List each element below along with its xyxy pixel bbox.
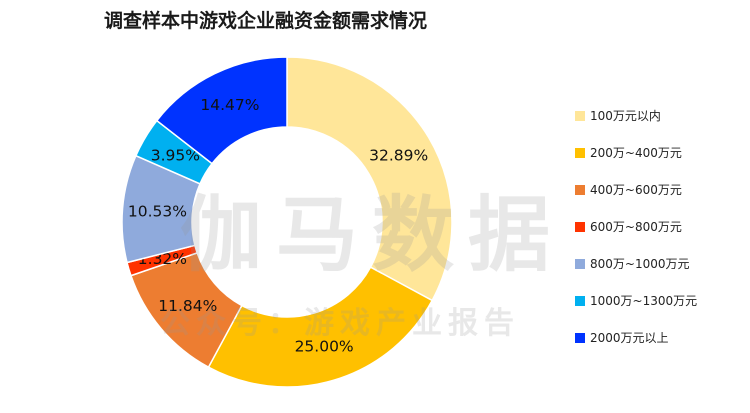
legend-label-1: 200万~400万元 [590,146,682,160]
legend-item-3: 600万~800万元 [575,217,697,236]
slice-0 [286,56,453,302]
legend-label-4: 800万~1000万元 [590,257,690,271]
legend-swatch-2 [575,184,585,195]
legend-label-5: 1000万~1300万元 [590,294,698,308]
slice-label-0: 32.89% [369,146,428,164]
slice-1 [207,266,434,388]
legend: 100万元以内 200万~400万元 400万~600万元 600万~800万元 800… [575,106,697,365]
legend-swatch-4 [575,258,585,269]
legend-label-6: 2000万元以上 [590,331,669,345]
slice-label-4: 10.53% [128,202,187,220]
legend-swatch-6 [575,332,585,343]
legend-swatch-0 [575,110,585,121]
legend-item-6: 2000万元以上 [575,328,697,347]
legend-swatch-1 [575,147,585,158]
slice-label-6: 14.47% [200,96,259,114]
slice-label-5: 3.95% [151,146,200,164]
legend-swatch-5 [575,295,585,306]
legend-item-2: 400万~600万元 [575,180,697,199]
legend-label-3: 600万~800万元 [590,220,682,234]
legend-item-5: 1000万~1300万元 [575,291,697,310]
legend-label-2: 400万~600万元 [590,183,682,197]
slice-6 [155,56,288,165]
legend-item-4: 800万~1000万元 [575,254,697,273]
slice-label-2: 11.84% [158,297,217,315]
slice-label-1: 25.00% [295,338,354,356]
legend-label-0: 100万元以内 [590,109,661,123]
legend-swatch-3 [575,221,585,232]
chart-title: 调查样本中游戏企业融资金额需求情况 [104,10,428,32]
legend-item-0: 100万元以内 [575,106,697,125]
legend-item-1: 200万~400万元 [575,143,697,162]
